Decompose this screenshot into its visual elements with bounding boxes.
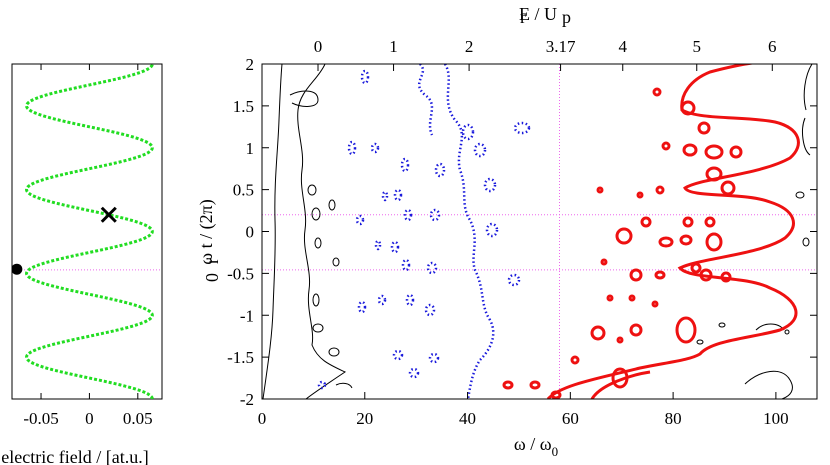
contour-x-tick-label: 0: [258, 409, 267, 428]
field-x-tick-label: 0: [85, 409, 94, 428]
contour-top-axis-label: E / U: [519, 4, 557, 24]
contour-top-tick-label: 6: [768, 37, 777, 56]
contour-panel: 0 20 40 60 80 100-2-1.5-1-0.500.511.520 1 2 3.17…: [196, 4, 818, 459]
contour-y-tick-label: 1: [246, 139, 255, 158]
contour-x-tick-label: 40: [459, 409, 476, 428]
y-label-sub-r: r: [202, 258, 222, 264]
contour-y-tick-label: 2: [246, 55, 255, 74]
black-contours: [262, 64, 813, 399]
contour-top-tick-label: 3.17: [546, 37, 576, 56]
contour-x-tick-label: 100: [763, 409, 789, 428]
contour-y-tick-label: 1.5: [233, 97, 254, 116]
contour-y-tick-label: 0: [246, 223, 255, 242]
contour-y-tick-label: -1: [240, 306, 254, 325]
contour-top-tick-label: 0: [314, 37, 323, 56]
contour-x-axis-label: ω / ω0: [514, 434, 558, 459]
red-contours: [502, 64, 800, 399]
blue-contours: [317, 64, 531, 399]
contour-top-tick-label: 2: [465, 37, 474, 56]
field-series-line: [25, 64, 154, 399]
y-label-sub-0: 0: [202, 273, 222, 282]
contour-top-tick-label: 5: [693, 37, 702, 56]
contour-y-tick-label: -2: [240, 390, 254, 409]
field-dot-marker: [12, 263, 23, 275]
contour-x-tick-label: 60: [562, 409, 579, 428]
contour-panel-frame: [261, 63, 818, 400]
contour-y-tick-label: -0.5: [227, 264, 254, 283]
contour-y-tick-label: 0.5: [233, 181, 254, 200]
contour-x-tick-label: 20: [356, 409, 373, 428]
field-x-tick-label: 0.05: [123, 409, 153, 428]
contour-x-tick-label: 80: [665, 409, 682, 428]
top-label-sub-p: p: [562, 7, 571, 27]
contour-top-tick-label: 1: [389, 37, 398, 56]
field-cross-marker: [100, 206, 117, 223]
contour-y-axis-label: ω t / (2π): [196, 199, 217, 264]
contour-top-tick-label: 4: [619, 37, 628, 56]
top-label-sub-r: r: [520, 7, 526, 27]
field-panel: -0.05 0 0.05 electric field / [at.u.]: [1, 63, 163, 465]
field-x-tick-label: -0.05: [23, 409, 58, 428]
contour-y-tick-label: -1.5: [227, 348, 254, 367]
field-x-axis-label: electric field / [at.u.]: [1, 447, 148, 465]
field-panel-frame: [11, 63, 163, 400]
